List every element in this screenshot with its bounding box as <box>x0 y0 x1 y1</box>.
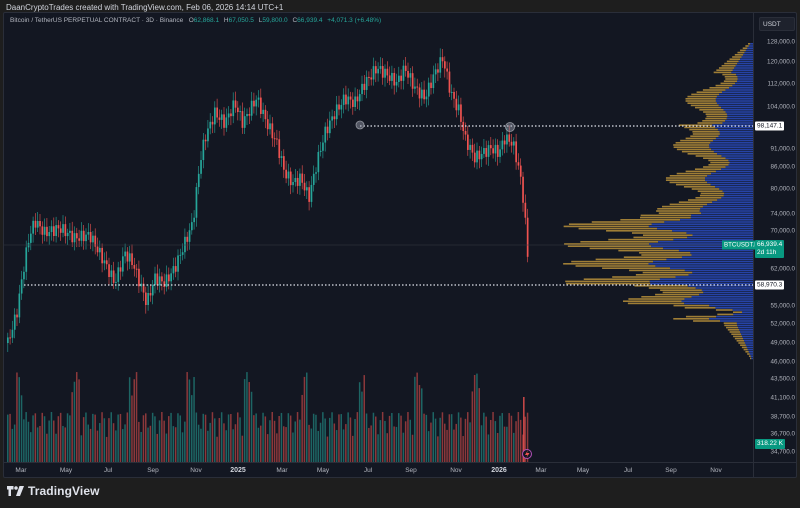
time-tick: Sep <box>665 467 677 474</box>
low-value: 59,800.0 <box>262 17 288 24</box>
time-tick: Nov <box>710 467 722 474</box>
current-price: 66,939.4 <box>757 241 783 248</box>
time-tick: Nov <box>450 467 462 474</box>
open-label: O <box>188 17 194 24</box>
price-plot[interactable] <box>4 13 753 462</box>
time-tick: Jul <box>623 467 633 474</box>
time-tick: Sep <box>147 467 159 474</box>
time-tick: Mar <box>276 467 288 474</box>
price-tick: 43,500.0 <box>770 375 795 383</box>
time-tick: May <box>59 467 73 474</box>
price-tick: 49,000.0 <box>770 339 795 347</box>
chart-frame[interactable]: Bitcoin / TetherUS PERPETUAL CONTRACT · … <box>3 12 797 478</box>
change-value: +4,071.3 (+6.48%) <box>327 17 382 24</box>
time-tick: 2026 <box>491 467 507 474</box>
price-tick: 104,000.0 <box>766 103 795 111</box>
axis-corner <box>753 462 796 477</box>
time-tick: Sep <box>405 467 417 474</box>
price-tick: 36,700.0 <box>770 430 795 438</box>
price-tick: 91,000.0 <box>770 145 795 153</box>
price-tick: 112,000.0 <box>767 80 795 88</box>
price-tick: 41,100.0 <box>770 394 795 402</box>
low-label: L <box>258 17 263 24</box>
high-label: H <box>223 17 229 24</box>
price-tick: 86,000.0 <box>770 163 795 171</box>
time-tick: Mar <box>15 467 27 474</box>
tradingview-logo-icon <box>7 486 24 496</box>
price-tick: 70,000.0 <box>770 227 795 235</box>
time-tick: Mar <box>535 467 547 474</box>
time-axis[interactable]: Mar May Jul Sep Nov 2025 Mar May Jul Sep Nov 2026 Ma… <box>4 462 753 477</box>
time-tick: Jul <box>363 467 373 474</box>
current-price-tag: 66,939.4 2d 11h <box>755 240 785 258</box>
close-value: 66,939.4 <box>297 17 323 24</box>
price-tick: 46,000.0 <box>770 358 795 366</box>
author-credit: DaanCryptoTrades created with TradingVie… <box>6 3 284 12</box>
level-low-tag: 58,970.3 <box>755 280 785 290</box>
time-tick: 2025 <box>230 467 246 474</box>
bar-countdown: 2d 11h <box>757 249 777 256</box>
price-tick: 52,000.0 <box>770 320 795 328</box>
volume-tag: 318.22 K <box>755 439 786 449</box>
time-tick: May <box>316 467 330 474</box>
price-tick: 120,000.0 <box>766 58 795 66</box>
symbol-legend: Bitcoin / TetherUS PERPETUAL CONTRACT · … <box>10 17 384 24</box>
time-tick: Nov <box>190 467 202 474</box>
high-value: 67,050.5 <box>228 17 254 24</box>
price-tick: 38,700.0 <box>770 413 795 421</box>
price-tick: 80,000.0 <box>770 185 795 193</box>
brand-name: TradingView <box>28 484 100 498</box>
price-tick: 34,700.0 <box>770 448 795 456</box>
open-value: 62,868.1 <box>193 17 220 24</box>
tradingview-logo: TradingView <box>7 484 100 498</box>
currency-selector[interactable]: USDT <box>759 17 795 31</box>
level-high-tag: 98,147.1 <box>755 121 785 131</box>
candlestick-chart[interactable] <box>4 13 753 462</box>
price-axis[interactable]: 128,000.0 120,000.0 112,000.0 104,000.0 91,0… <box>753 13 796 462</box>
time-tick: Jul <box>103 467 113 474</box>
time-tick: May <box>576 467 590 474</box>
price-tick: 62,000.0 <box>770 265 795 273</box>
price-tick: 128,000.0 <box>766 38 795 46</box>
price-tick: 74,000.0 <box>770 210 795 218</box>
symbol-title[interactable]: Bitcoin / TetherUS PERPETUAL CONTRACT · … <box>10 17 184 24</box>
close-label: C <box>292 17 298 24</box>
symbol-price-tag: BTCUSDT.P <box>722 240 761 250</box>
price-tick: 55,000.0 <box>770 302 795 310</box>
